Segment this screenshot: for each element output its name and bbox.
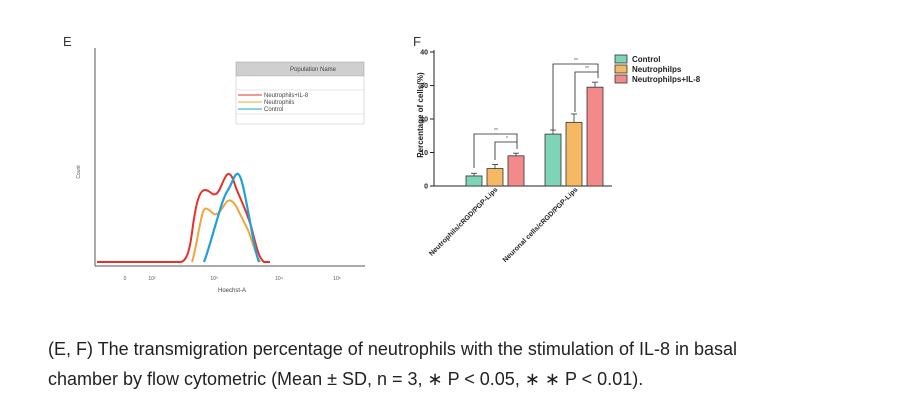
hist-legend-title: Population Name (290, 67, 337, 73)
hist-curve-control (202, 172, 261, 263)
sig-label-4: ** (585, 66, 589, 72)
bar-1-cat-2 (544, 133, 562, 187)
bar-ytick-label-4: 40 (420, 50, 428, 57)
bar-ytick-label-3: 30 (420, 83, 428, 90)
bar-legend-swatch-3 (614, 74, 628, 84)
hist-curve-neutrophils (191, 199, 261, 263)
bar-ylabel: Percentage of cells(%) (416, 72, 425, 158)
bar-chart: Percentage of cells(%) 0 10 20 30 40 ** * **… (416, 50, 701, 265)
bar-legend-label-1: Control (632, 55, 660, 64)
sig-label-2: * (506, 136, 508, 142)
hist-tick-3: 10⁴ (275, 276, 283, 282)
sig-bracket-2 (494, 141, 517, 160)
hist-legend-label-3: Control (264, 107, 283, 113)
bar-2-cat-2 (565, 121, 583, 187)
bar-3-cat-1 (507, 155, 525, 187)
sig-label-3: ** (574, 58, 578, 64)
hist-tick-4: 10⁵ (333, 276, 341, 282)
panel-f-letter: F (413, 34, 421, 49)
bar-bars (465, 81, 604, 187)
caption-line-2: chamber by flow cytometric (Mean ± SD, n… (48, 369, 644, 389)
panel-e-letter: E (63, 34, 72, 49)
hist-tick-1: 10² (148, 276, 156, 282)
hist-legend-label-1: Neutrophils+IL-8 (264, 93, 309, 99)
bar-legend-swatch-2 (614, 64, 628, 74)
bar-category-1: Neutrophils/cRGD/PGP-Lips (428, 186, 499, 257)
hist-ylabel: Count (76, 165, 82, 179)
bar-3-cat-2 (586, 86, 604, 187)
significance-brackets: ** * ** ** (473, 58, 599, 168)
bar-legend-label-2: Neutrophilps (632, 65, 682, 74)
hist-legend-body (235, 75, 365, 125)
sig-bracket-3 (552, 63, 599, 130)
bar-2-cat-1 (486, 168, 504, 187)
hist-xlabel: Hoechst-A (218, 288, 246, 294)
histogram-plot: Count 0 10² 10³ 10⁴ 10⁵ Hoechst-A Popula… (76, 48, 365, 294)
figure-caption: (E, F) The transmigration percentage of … (48, 334, 888, 394)
caption-line-1: (E, F) The transmigration percentage of … (48, 339, 738, 359)
hist-tick-0: 0 (124, 276, 127, 282)
bar-ytick-label-0: 0 (424, 184, 428, 191)
sig-bracket-4 (574, 71, 598, 112)
bar-ytick-label-2: 20 (420, 117, 428, 124)
bar-y-ticks: 0 10 20 30 40 (420, 50, 434, 191)
hist-legend: Population Name Neutrophils+IL-8 Neutrop… (235, 61, 365, 125)
bar-1-cat-1 (465, 175, 483, 187)
bar-ytick-label-1: 10 (420, 150, 428, 157)
bar-legend-label-3: Neutrophilps+IL-8 (632, 75, 701, 84)
sig-bracket-1 (473, 133, 518, 168)
bar-legend-swatch-1 (614, 54, 628, 64)
bar-category-2: Neuronal cells/cRGD/PGP-Lips (502, 186, 580, 264)
hist-legend-label-2: Neutrophils (264, 100, 294, 106)
hist-tick-2: 10³ (210, 276, 218, 282)
sig-label-1: ** (494, 128, 498, 134)
